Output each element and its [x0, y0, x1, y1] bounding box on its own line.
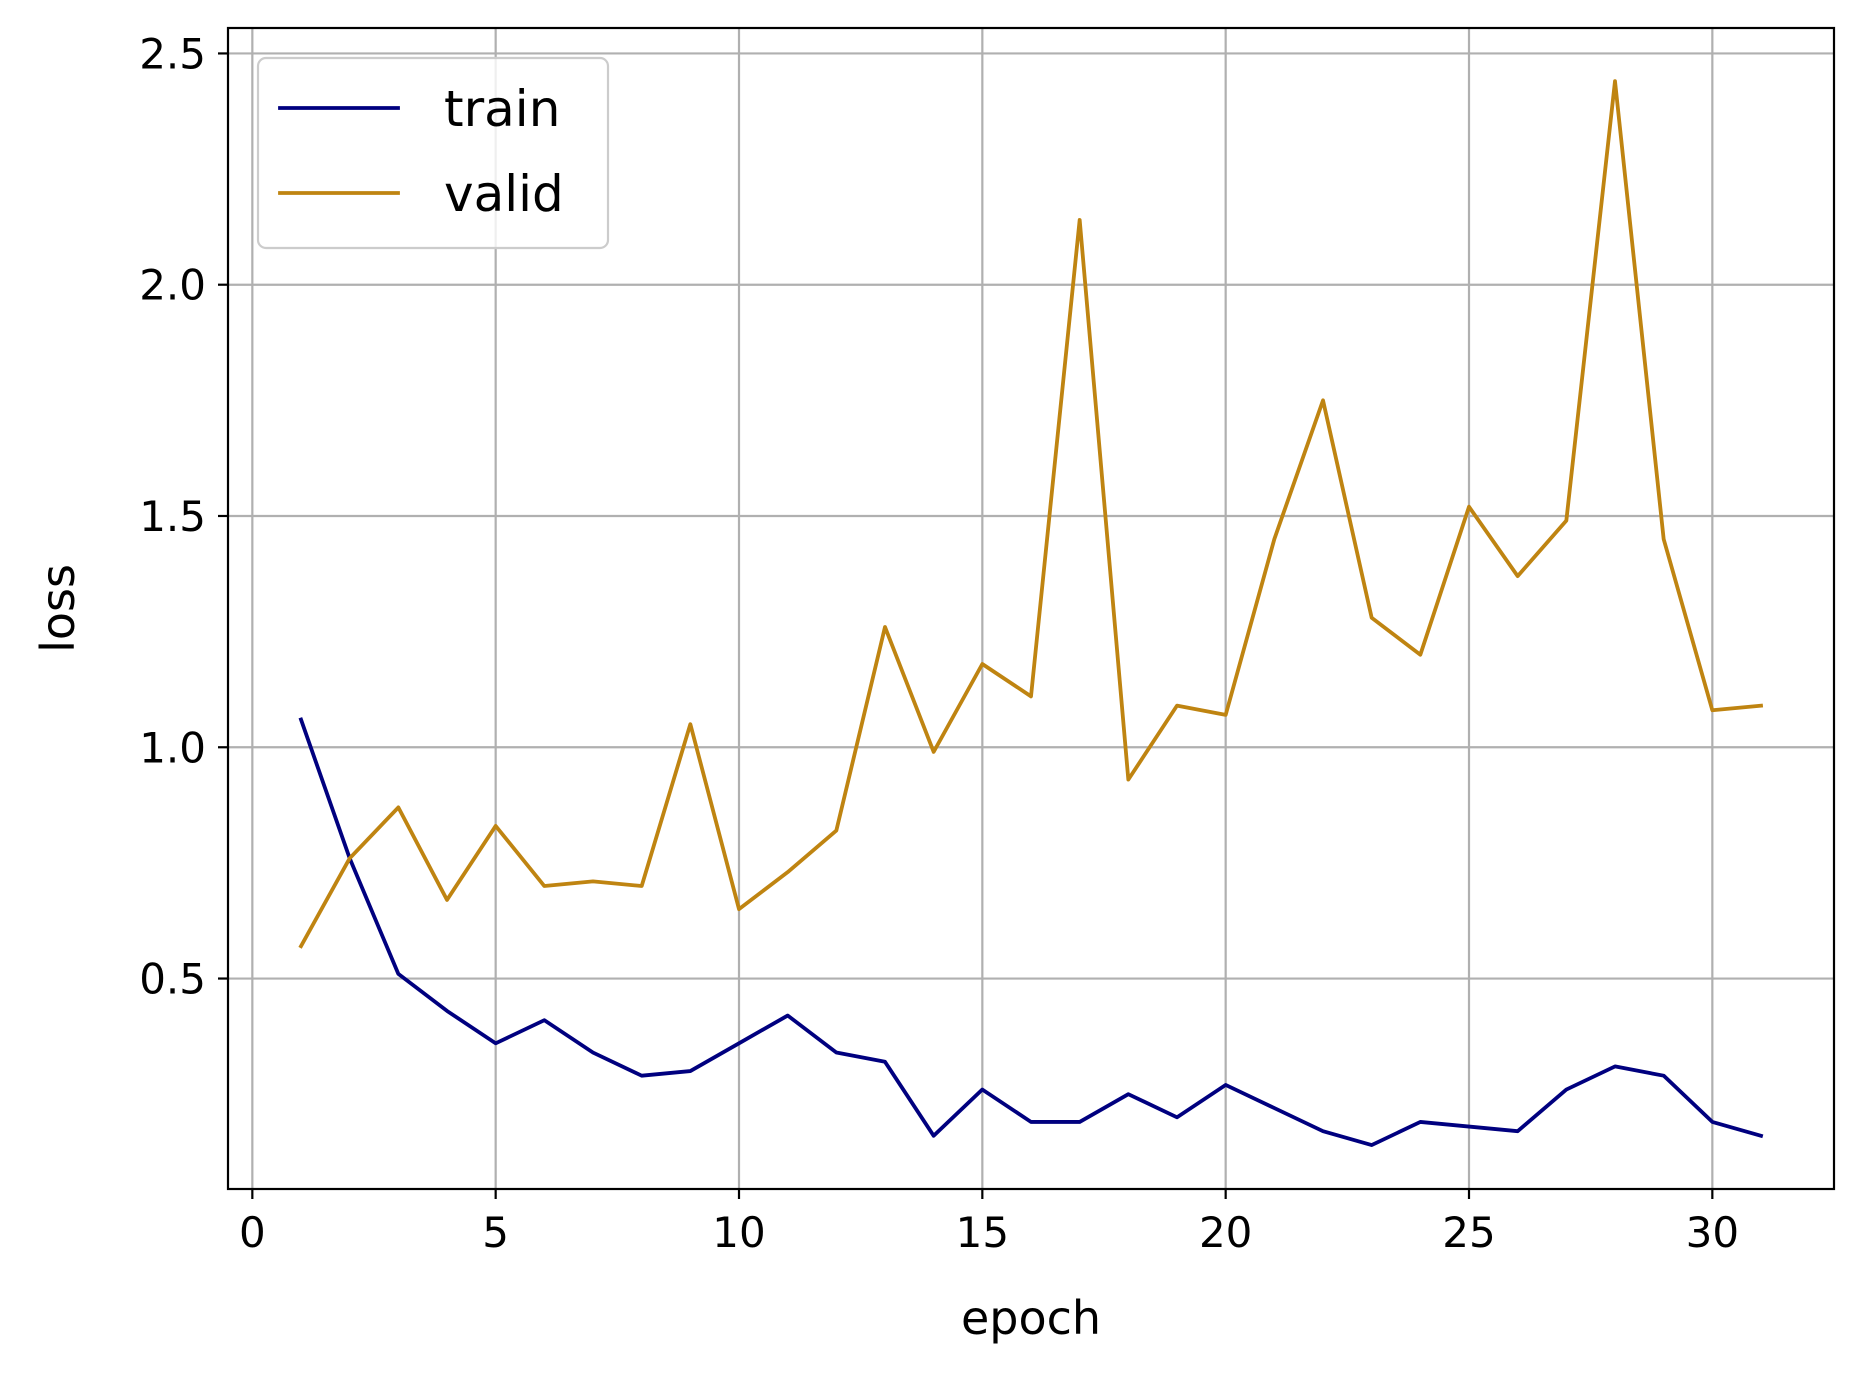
y-tick-label: 1.0	[139, 723, 206, 772]
x-tick-label: 5	[482, 1208, 509, 1257]
series-lines	[298, 79, 1764, 1147]
legend: train valid	[256, 56, 610, 250]
x-tick-label: 30	[1686, 1208, 1739, 1257]
legend-label-valid: valid	[444, 165, 564, 223]
x-tick-label: 20	[1199, 1208, 1252, 1257]
y-axis-label: loss	[31, 564, 85, 653]
series-line-valid	[298, 79, 1764, 949]
y-tick-label: 2.5	[139, 29, 206, 78]
x-axis-label: epoch	[961, 1291, 1101, 1345]
x-tick-label: 25	[1442, 1208, 1495, 1257]
x-tick-label: 0	[239, 1208, 266, 1257]
y-tick-label: 0.5	[139, 955, 206, 1004]
y-tick-label: 1.5	[139, 492, 206, 541]
plot-frame	[226, 26, 1836, 1191]
x-tick-label: 15	[956, 1208, 1009, 1257]
x-tick-label: 10	[712, 1208, 765, 1257]
axis-ticks: 0 5 10 15 20 25 30 0.5 1.0 1.5 2.0 2.5	[139, 29, 1739, 1257]
series-line-train	[298, 717, 1764, 1147]
legend-label-train: train	[444, 80, 560, 138]
y-tick-label: 2.0	[139, 261, 206, 310]
legend-box	[256, 56, 610, 250]
